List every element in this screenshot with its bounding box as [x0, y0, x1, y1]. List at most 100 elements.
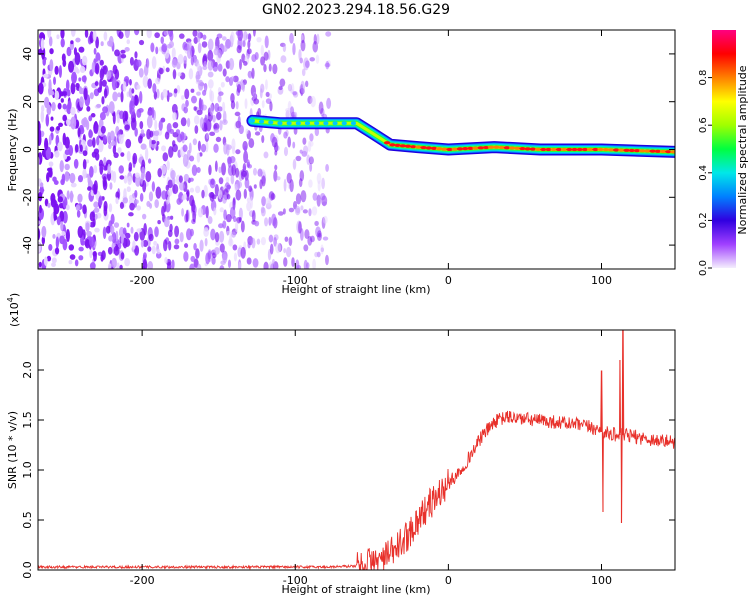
noise-blob	[108, 143, 112, 150]
noise-blob	[60, 38, 65, 48]
noise-blob	[56, 125, 61, 131]
noise-blob	[207, 38, 214, 51]
noise-blob	[244, 177, 250, 189]
noise-blob	[221, 101, 226, 113]
noise-blob	[303, 57, 310, 71]
noise-blob	[310, 95, 316, 108]
noise-blob	[68, 244, 75, 251]
noise-blob	[122, 110, 128, 124]
noise-blob	[313, 33, 317, 45]
noise-blob	[56, 34, 60, 40]
noise-blob	[161, 190, 167, 200]
noise-blob	[59, 160, 64, 173]
noise-blob	[98, 195, 103, 206]
noise-blob	[190, 255, 196, 263]
noise-blob	[38, 261, 42, 268]
noise-blob	[178, 33, 185, 39]
noise-blob	[302, 145, 309, 155]
colorbar-label: Normalized spectral amplitude	[736, 65, 749, 234]
noise-blob	[77, 225, 84, 238]
noise-blob	[298, 48, 302, 61]
noise-blob	[152, 83, 157, 94]
noise-blob	[196, 30, 201, 43]
noise-blob	[289, 32, 294, 44]
noise-blob	[207, 71, 214, 78]
noise-blob	[315, 54, 320, 64]
noise-blob	[187, 47, 192, 59]
ridge-peak	[659, 149, 667, 154]
noise-blob	[62, 238, 68, 251]
noise-blob	[106, 70, 112, 80]
noise-blob	[244, 98, 248, 110]
noise-blob	[112, 91, 118, 102]
noise-blob	[251, 210, 256, 223]
noise-blob	[78, 246, 84, 252]
noise-blob	[82, 150, 88, 157]
noise-blob	[259, 88, 263, 99]
noise-blob	[325, 254, 329, 266]
ridge-blob	[332, 121, 338, 126]
noise-blob	[89, 92, 94, 100]
noise-blob	[145, 171, 152, 183]
noise-blob	[103, 88, 108, 99]
noise-blob	[166, 261, 172, 269]
noise-blob	[218, 166, 222, 174]
noise-blob	[275, 242, 282, 254]
noise-blob	[163, 239, 168, 252]
noise-blob	[206, 132, 209, 140]
noise-blob	[93, 187, 98, 195]
noise-blob	[44, 137, 49, 151]
noise-blob	[112, 112, 116, 125]
noise-blob	[111, 257, 117, 269]
noise-blob	[171, 58, 177, 68]
noise-blob	[312, 192, 318, 201]
noise-blob	[171, 177, 176, 186]
noise-blob	[115, 197, 119, 205]
noise-blob	[268, 234, 274, 243]
noise-blob	[146, 30, 152, 39]
noise-blob	[112, 145, 117, 155]
noise-blob	[100, 125, 106, 134]
noise-blob	[52, 176, 57, 182]
noise-blob	[232, 244, 238, 251]
ridge-peak	[430, 146, 438, 150]
ridge-peak	[415, 145, 422, 149]
noise-blob	[285, 246, 292, 258]
noise-blob	[76, 209, 81, 218]
noise-blob	[248, 185, 253, 192]
noise-blob	[168, 30, 173, 37]
noise-blob	[132, 152, 138, 165]
noise-blob	[161, 164, 167, 175]
noise-blob	[194, 125, 199, 134]
noise-blob	[156, 88, 160, 99]
noise-blob	[107, 163, 111, 175]
noise-blob	[257, 168, 263, 177]
noise-blob	[308, 208, 312, 217]
noise-blob	[221, 36, 227, 41]
noise-blob	[304, 60, 310, 69]
noise-blob	[183, 173, 190, 182]
noise-blob	[150, 42, 155, 53]
snr-frame	[37, 329, 676, 571]
noise-blob	[256, 238, 261, 245]
noise-blob	[118, 165, 124, 174]
noise-blob	[99, 78, 103, 91]
noise-blob	[301, 150, 308, 157]
ridge-peak	[654, 149, 662, 153]
noise-blob	[171, 47, 176, 59]
noise-blob	[117, 92, 121, 98]
ridge-blob	[268, 120, 274, 125]
ridge-peak	[592, 147, 599, 152]
noise-blob	[72, 66, 79, 73]
noise-blob	[83, 87, 88, 101]
noise-blob	[316, 251, 321, 258]
noise-blob	[247, 40, 251, 49]
noise-blob	[82, 168, 87, 179]
noise-blob	[84, 30, 89, 39]
noise-blob	[175, 129, 181, 135]
noise-blob	[108, 235, 114, 242]
ridge-blob	[258, 119, 265, 124]
noise-blob	[235, 101, 239, 110]
spectrogram-y-tick-label: -40	[21, 236, 34, 254]
noise-blob	[295, 193, 302, 205]
